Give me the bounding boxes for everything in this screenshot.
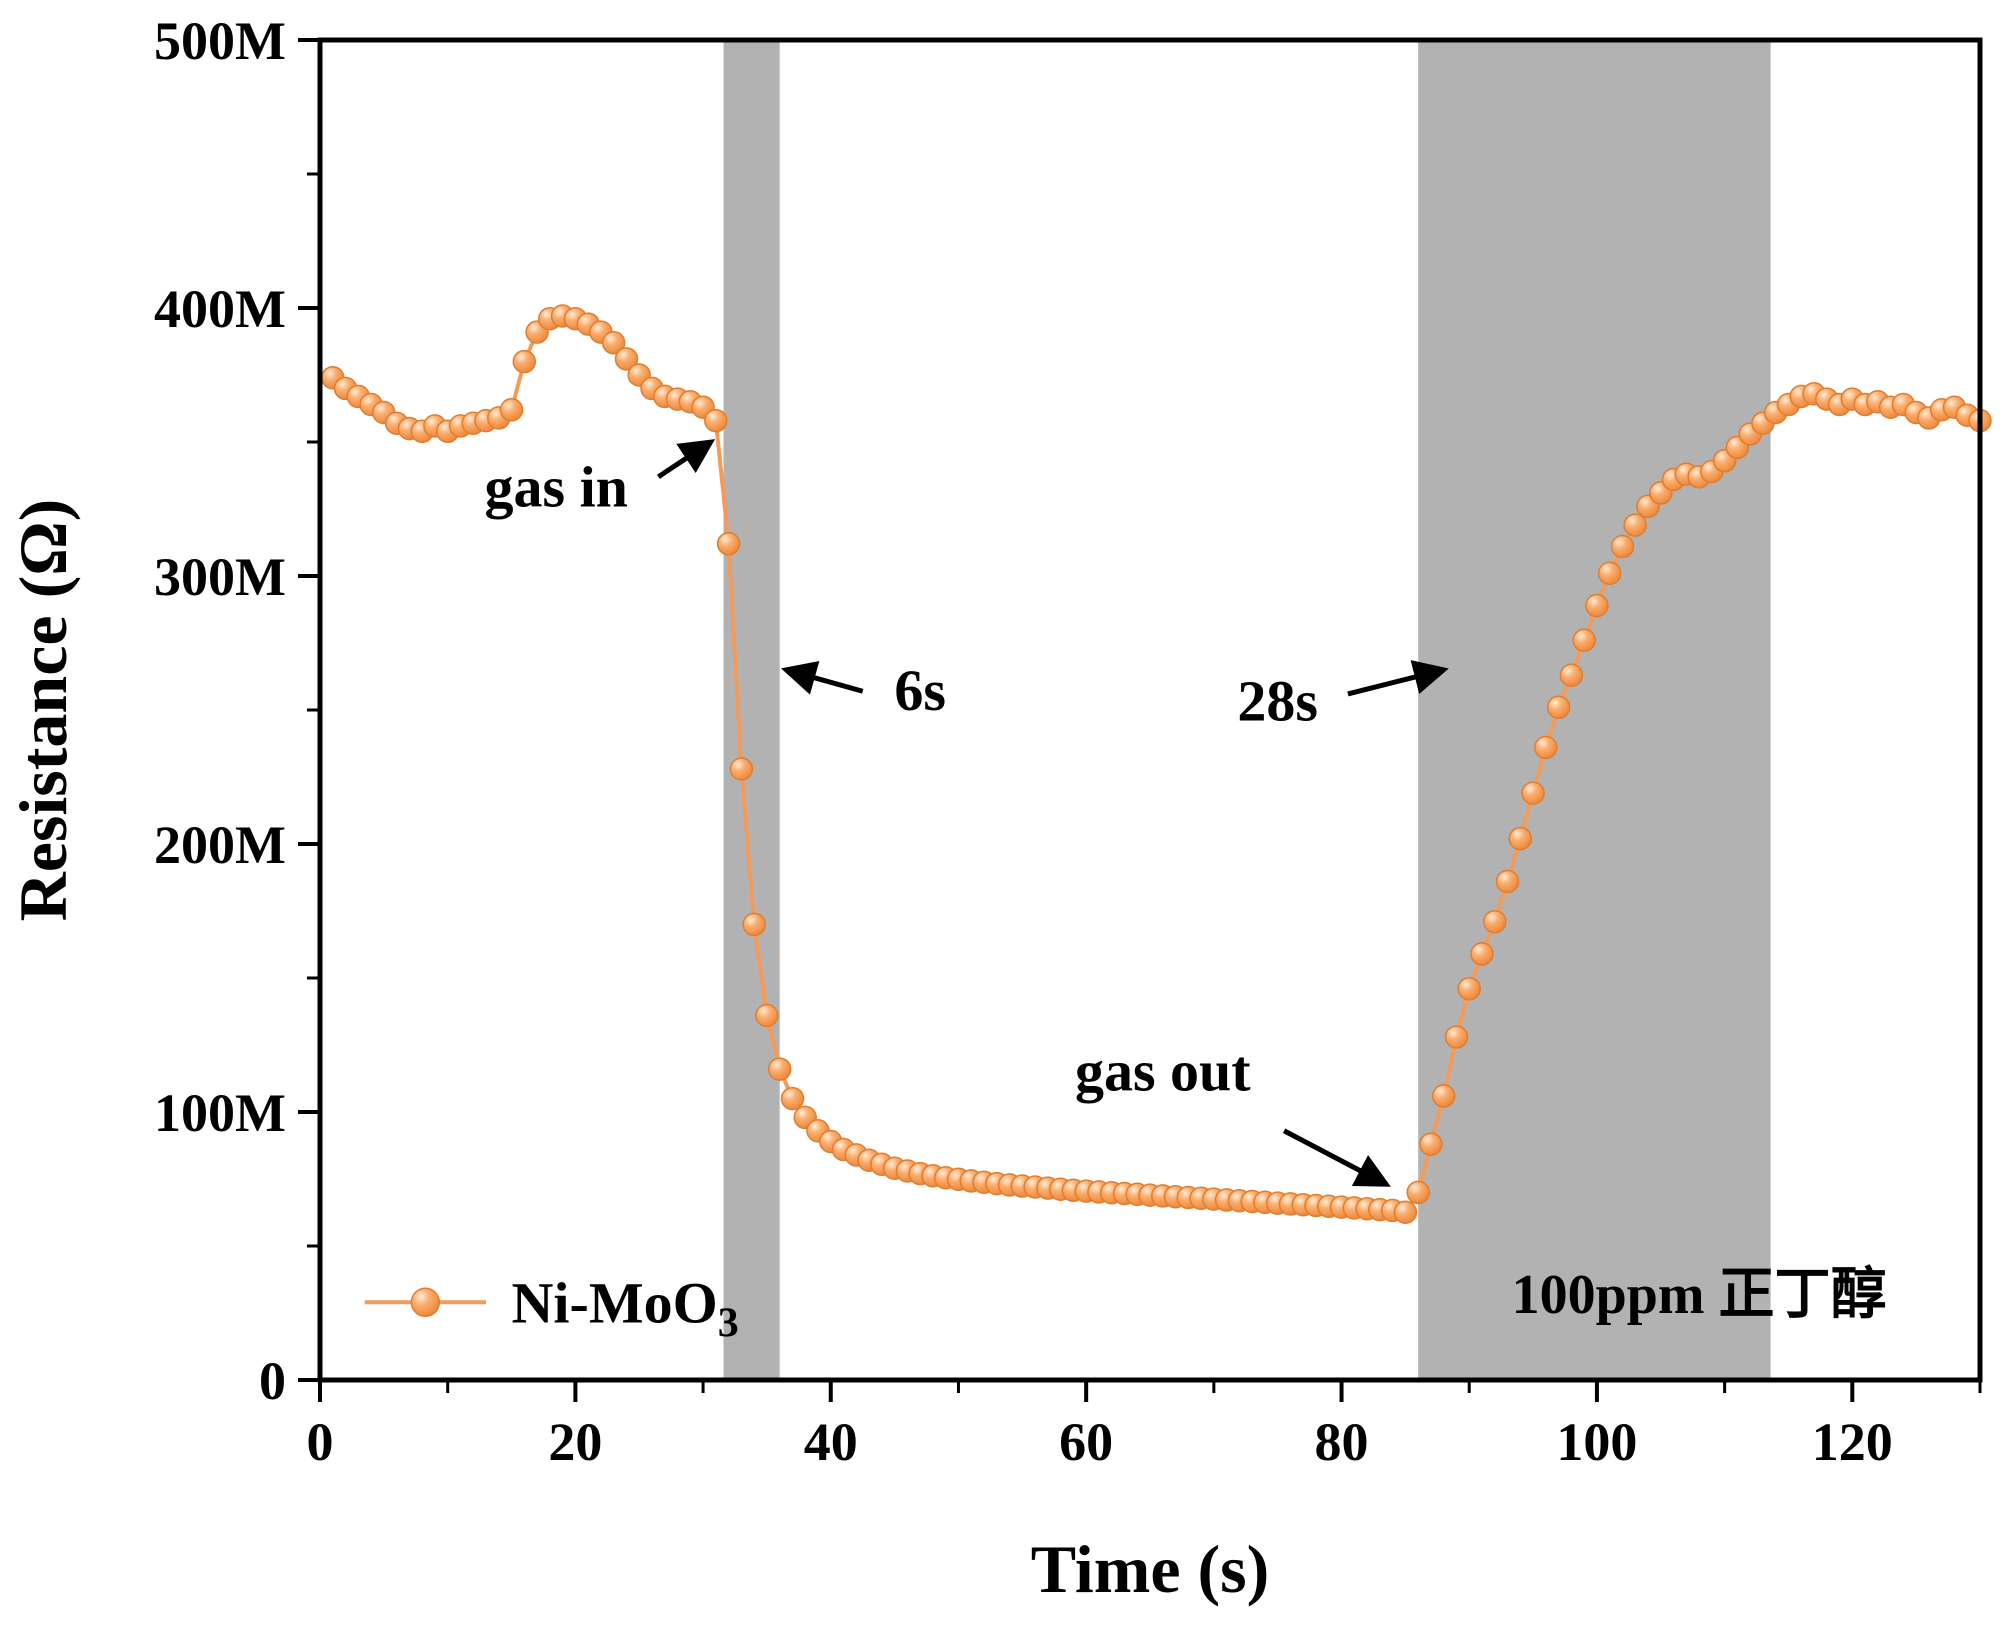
annotation-concentration: 100ppm 正丁醇 xyxy=(1512,1264,1887,1326)
data-point xyxy=(1521,781,1545,805)
data-point xyxy=(1470,942,1494,966)
data-point xyxy=(742,912,766,937)
data-point xyxy=(729,757,754,781)
y-axis-label: Resistance (Ω) xyxy=(5,499,81,922)
x-axis-label: Time (s) xyxy=(1031,1531,1270,1607)
data-point xyxy=(1572,628,1596,653)
annotation-gas-in: gas in xyxy=(485,454,628,519)
data-point xyxy=(1457,976,1481,1001)
y-tick-label: 400M xyxy=(154,279,286,339)
data-point xyxy=(601,331,626,355)
gas-exposure-band-1 xyxy=(723,40,780,1380)
x-tick-label: 0 xyxy=(307,1412,334,1472)
annotation-arrow-gas-in xyxy=(656,439,716,479)
data-point xyxy=(1610,534,1635,559)
y-tick-label: 100M xyxy=(154,1083,286,1143)
annotation-arrow-gas-out xyxy=(1282,1128,1391,1187)
legend-label: Ni-MoO3 xyxy=(512,1270,739,1346)
data-point xyxy=(716,532,741,556)
x-tick-label: 80 xyxy=(1315,1412,1369,1472)
x-tick-label: 40 xyxy=(804,1412,858,1472)
annotation-gas-out: gas out xyxy=(1075,1039,1251,1104)
data-point xyxy=(614,347,639,371)
data-point xyxy=(499,398,524,422)
y-tick-label: 500M xyxy=(154,11,286,71)
x-tick-label: 20 xyxy=(548,1412,602,1472)
data-point xyxy=(1508,826,1533,851)
annotation-recovery-time: 28s xyxy=(1237,669,1318,734)
y-tick-label: 0 xyxy=(259,1351,286,1411)
y-tick-label: 200M xyxy=(154,815,286,875)
gas-exposure-band-2 xyxy=(1418,40,1771,1380)
data-point xyxy=(704,408,728,433)
legend-marker xyxy=(410,1287,441,1318)
annotation-response-time: 6s xyxy=(894,658,946,723)
data-point xyxy=(780,1086,805,1111)
data-point xyxy=(755,1003,779,1028)
data-point xyxy=(1597,561,1622,586)
y-tick-label: 300M xyxy=(154,547,286,607)
data-point xyxy=(1623,513,1647,537)
data-point xyxy=(767,1057,792,1081)
data-point xyxy=(1559,663,1584,687)
data-point xyxy=(1546,695,1571,720)
data-point xyxy=(1444,1025,1469,1049)
data-point xyxy=(1585,593,1609,618)
data-point xyxy=(1534,735,1558,760)
data-point xyxy=(1495,869,1520,894)
data-point xyxy=(1419,1132,1443,1156)
x-tick-label: 120 xyxy=(1812,1412,1893,1472)
x-tick-label: 100 xyxy=(1556,1412,1637,1472)
annotation-arrow-recovery-time xyxy=(1347,660,1449,697)
data-point xyxy=(1431,1084,1456,1108)
data-point xyxy=(1406,1180,1430,1205)
annotation-arrow-response-time xyxy=(781,660,864,695)
data-point xyxy=(1393,1200,1418,1224)
data-point xyxy=(512,349,537,374)
data-point xyxy=(1483,909,1507,934)
x-tick-label: 60 xyxy=(1059,1412,1113,1472)
